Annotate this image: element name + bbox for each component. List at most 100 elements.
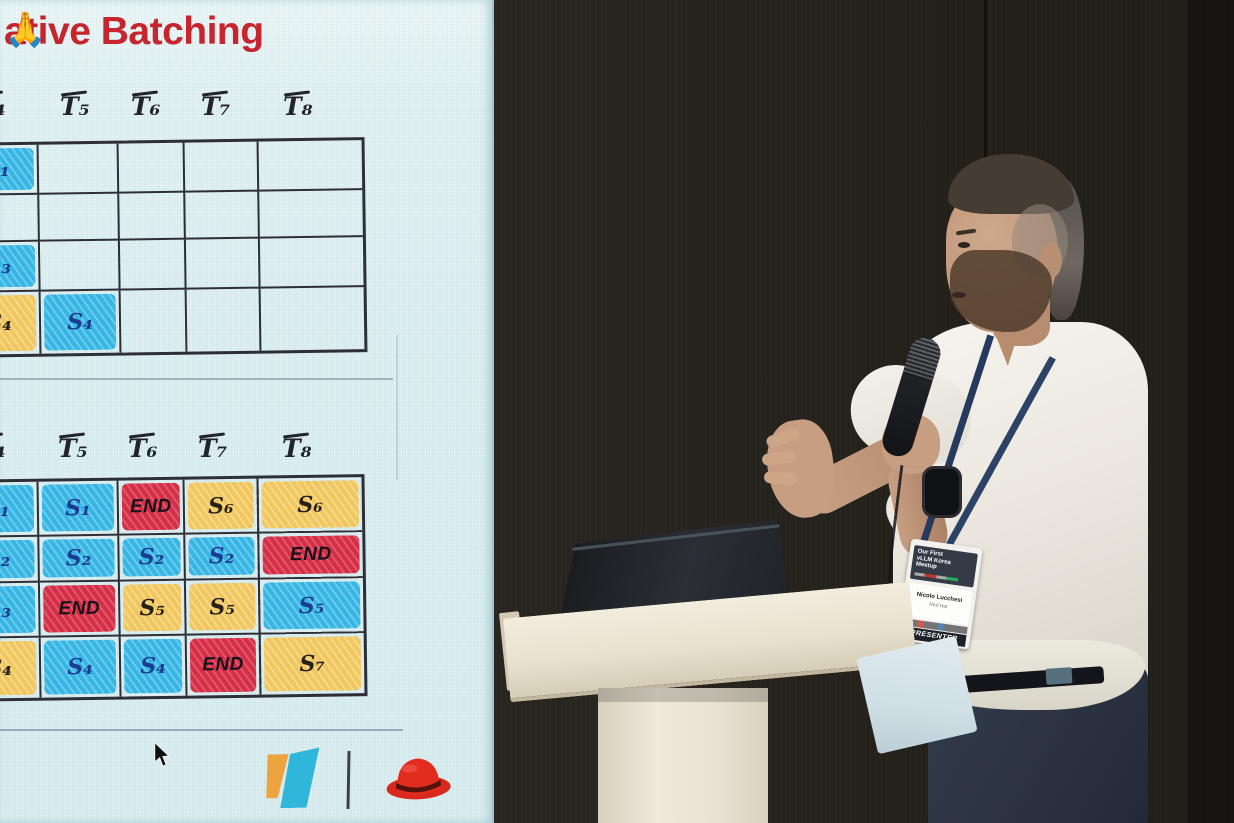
grid-cell: S₅ [257, 578, 364, 635]
wall-dark-band [1188, 0, 1234, 823]
cell-label: END [129, 495, 172, 517]
slide-textbox-edge [396, 335, 398, 480]
grid-cell: S₄ [0, 291, 42, 355]
cell-label: S₁ [0, 495, 10, 522]
cell-label: S₂ [138, 543, 165, 571]
grid-cell: END [186, 634, 262, 696]
grid-cell: S₇ [258, 633, 365, 695]
logo-divider [346, 750, 351, 810]
cell-label: S₂ [0, 546, 11, 573]
column-header: T₄ [0, 92, 6, 121]
grid-cell: S₁ [0, 481, 40, 538]
slide-divider-line [0, 729, 403, 731]
grid-cell: END [39, 581, 121, 638]
grid-cell [185, 191, 260, 240]
grid-cell: S₄ [40, 636, 122, 698]
grid-cell [258, 140, 363, 192]
grid-cell: S₁ [0, 144, 40, 196]
continuous-batching-grid: S₁ S₁ END S₆ S₆ S₂ S₂ S₂ S₂ END S₃ END S… [0, 474, 368, 702]
grid-cell: S₁ [38, 480, 120, 537]
cell-label [185, 142, 258, 191]
podium-shadow [598, 688, 768, 702]
column-header: T₄ [0, 434, 6, 463]
grid-cell: S₄ [120, 635, 188, 697]
slide-title-text: ative Batching [4, 10, 264, 53]
grid-cell [119, 192, 186, 241]
cell-label: S₆ [297, 491, 324, 518]
column-header: T₆ [131, 92, 161, 121]
grid-cell [118, 142, 186, 194]
grid-cell: S₃ [0, 582, 41, 639]
grid-cell [186, 288, 262, 352]
slide-divider-line [0, 378, 393, 380]
grid-cell [38, 143, 120, 195]
cell-label: S₁ [0, 156, 10, 183]
podium-pedestal [598, 688, 768, 823]
cell-label: END [202, 653, 245, 676]
grid-cell [39, 193, 120, 242]
grid-cell: END [256, 532, 363, 580]
cell-label [121, 290, 186, 353]
cell-label: S₃ [0, 253, 12, 280]
cell-label: S₂ [65, 544, 92, 572]
static-batching-grid: S₁ S₃ S₄ S₄ [0, 137, 368, 358]
grid-cell [184, 141, 260, 193]
cell-label: S₄ [0, 655, 13, 682]
cell-label: END [289, 543, 332, 566]
projection-screen: ative Batching 🙏 T₄ T₅ T₆ T₇ T₈ S₁ [0, 0, 494, 823]
column-header: T₅ [60, 92, 90, 121]
grid-cell: S₅ [119, 580, 187, 637]
red-hat-fedora-icon [383, 746, 454, 805]
grid-cell: END [118, 479, 186, 536]
column-header: T₆ [128, 434, 158, 463]
grid-cell: S₃ [0, 241, 41, 293]
cell-label [186, 239, 259, 288]
grid-cell: S₂ [119, 534, 186, 582]
grid-cell: S₆ [184, 478, 260, 535]
cell-label: S₃ [0, 596, 12, 623]
cell-label: S₅ [139, 594, 166, 621]
cell-label: S₁ [64, 494, 91, 521]
presenter-beard [950, 250, 1052, 332]
wristwatch [922, 466, 962, 518]
cell-label: S₇ [299, 650, 326, 678]
grid-cell [119, 239, 187, 291]
grid-cell [259, 190, 363, 239]
cell-label [187, 289, 260, 352]
column-header: T₇ [201, 92, 231, 121]
cell-label [119, 143, 184, 192]
cell-label [259, 190, 363, 236]
cell-label [185, 192, 258, 238]
cell-label: S₄ [67, 653, 94, 681]
cell-label: S₂ [208, 542, 235, 570]
vllm-logo-icon [260, 747, 319, 810]
grid-cell [261, 287, 365, 350]
badge-sponsor-line [914, 572, 965, 583]
grid-cell [39, 240, 121, 292]
column-header: T₈ [282, 434, 312, 463]
praying-hands-emoji: 🙏 [4, 11, 46, 49]
grid-cell: S₂ [185, 533, 260, 581]
cell-label [40, 241, 119, 290]
cell-label: S₅ [209, 593, 236, 620]
column-header: T₅ [58, 434, 88, 463]
presenter-eye [958, 242, 970, 248]
cell-label [260, 237, 364, 286]
column-header: T₇ [198, 434, 228, 463]
grid-cell: S₅ [185, 579, 261, 636]
cell-label: S₄ [140, 652, 167, 680]
cell-label: S₅ [298, 592, 325, 619]
mouse-cursor-icon [152, 741, 170, 769]
grid-cell: S₄ [0, 637, 42, 699]
grid-cell [185, 238, 261, 290]
cell-label [259, 140, 363, 189]
grid-cell [120, 289, 188, 353]
cell-label: S₄ [67, 308, 93, 336]
cell-label [261, 287, 365, 350]
cell-label [39, 194, 118, 240]
cell-label [119, 193, 184, 239]
grid-cell: S₂ [39, 535, 120, 583]
cell-label [39, 144, 118, 193]
cell-label [120, 240, 185, 289]
presenter-finger [763, 470, 799, 486]
